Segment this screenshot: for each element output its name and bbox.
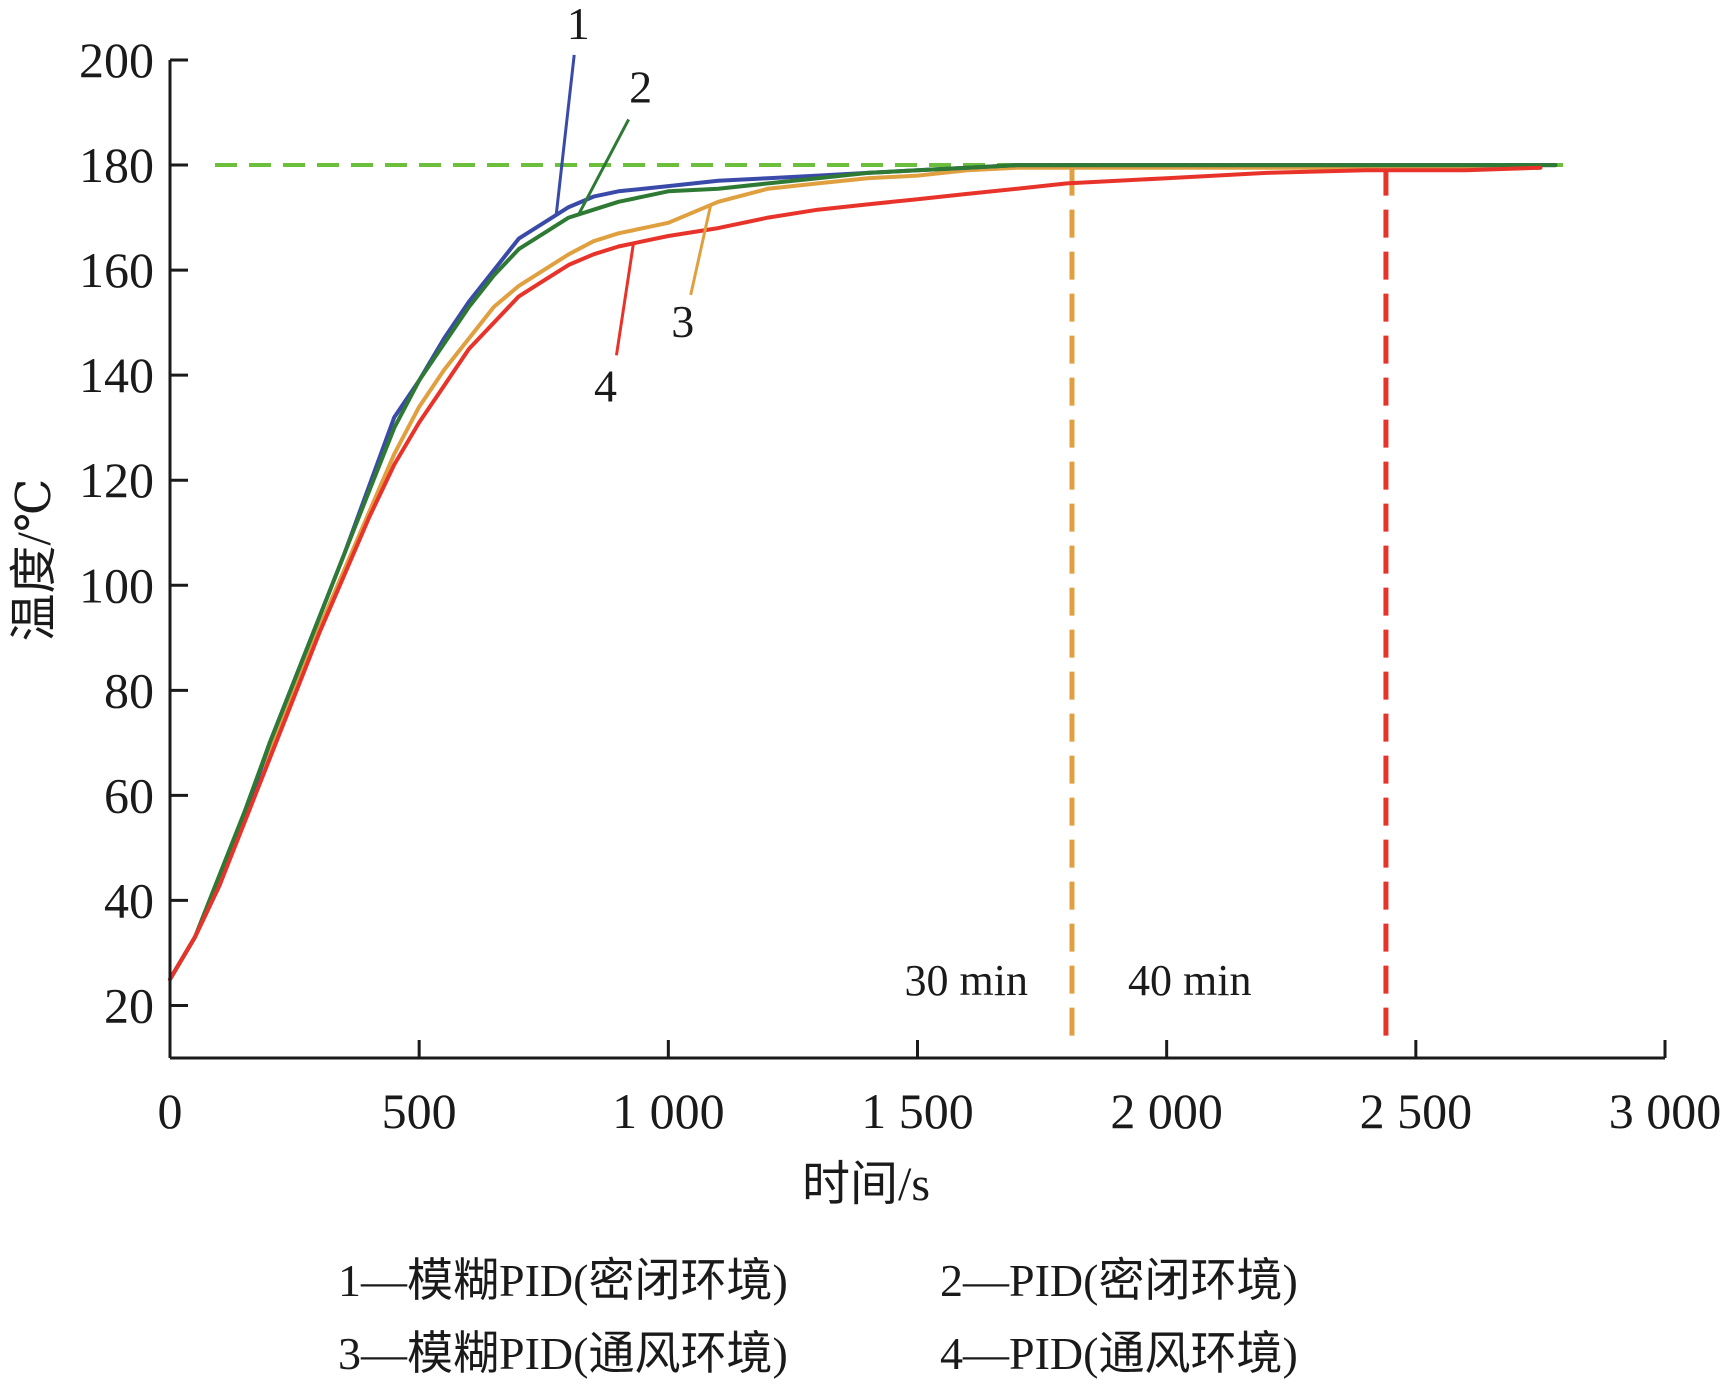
- y-tick-label-40: 40: [104, 872, 154, 928]
- y-axis-title: 温度/℃: [8, 478, 61, 641]
- x-tick-label-1000: 1 000: [612, 1083, 725, 1139]
- y-tick-label-200: 200: [79, 32, 154, 88]
- tick-labels: 0 500 1 000 1 500 2 000 2 500 3 000 20 40 60 80 100…: [79, 32, 1721, 1139]
- callout-leader-2: [577, 118, 630, 216]
- y-tick-label-140: 140: [79, 347, 154, 403]
- callout-label-4: 4: [594, 360, 617, 411]
- legend-item-2: 2—PID(密闭环境): [940, 1255, 1298, 1306]
- x-axis-title: 时间/s: [802, 1158, 930, 1211]
- legend: 1—模糊PID(密闭环境) 2—PID(密闭环境) 3—模糊PID(通风环境) …: [338, 1255, 1298, 1379]
- legend-item-3: 3—模糊PID(通风环境): [338, 1328, 788, 1379]
- series-line-1: [168, 163, 1558, 982]
- y-tick-label-20: 20: [104, 977, 154, 1033]
- y-tick-label-60: 60: [104, 767, 154, 823]
- x-tick-label-2500: 2 500: [1360, 1083, 1473, 1139]
- x-tick-label-2000: 2 000: [1110, 1083, 1223, 1139]
- callout-leader-4: [614, 243, 635, 356]
- callout-label-3: 3: [671, 296, 694, 347]
- series-callouts: 12 3 4: [554, 0, 713, 411]
- legend-item-1: 1—模糊PID(密闭环境): [338, 1255, 788, 1306]
- y-tick-label-100: 100: [79, 557, 154, 613]
- callout-leader-1: [554, 54, 576, 216]
- legend-item-4: 4—PID(通风环境): [940, 1328, 1298, 1379]
- y-tick-label-160: 160: [79, 242, 154, 298]
- x-tick-label-500: 500: [382, 1083, 457, 1139]
- ref-line-label-40min: 40 min: [1128, 956, 1251, 1005]
- y-tick-label-120: 120: [79, 452, 154, 508]
- callout-leader-3: [689, 204, 713, 296]
- series-lines: [168, 163, 1558, 982]
- y-tick-label-80: 80: [104, 662, 154, 718]
- ref-line-label-30min: 30 min: [905, 956, 1028, 1005]
- x-tick-label-0: 0: [158, 1083, 183, 1139]
- series-line-4: [168, 165, 1543, 982]
- callout-label-2: 2: [629, 61, 652, 112]
- y-tick-label-180: 180: [79, 137, 154, 193]
- callout-label-1: 1: [567, 0, 590, 49]
- series-line-3: [168, 165, 1543, 982]
- reference-lines: [215, 163, 1566, 1040]
- series-line-2: [168, 163, 1558, 982]
- x-tick-label-3000: 3 000: [1609, 1083, 1722, 1139]
- axes: [168, 58, 1667, 1060]
- x-tick-label-1500: 1 500: [861, 1083, 974, 1139]
